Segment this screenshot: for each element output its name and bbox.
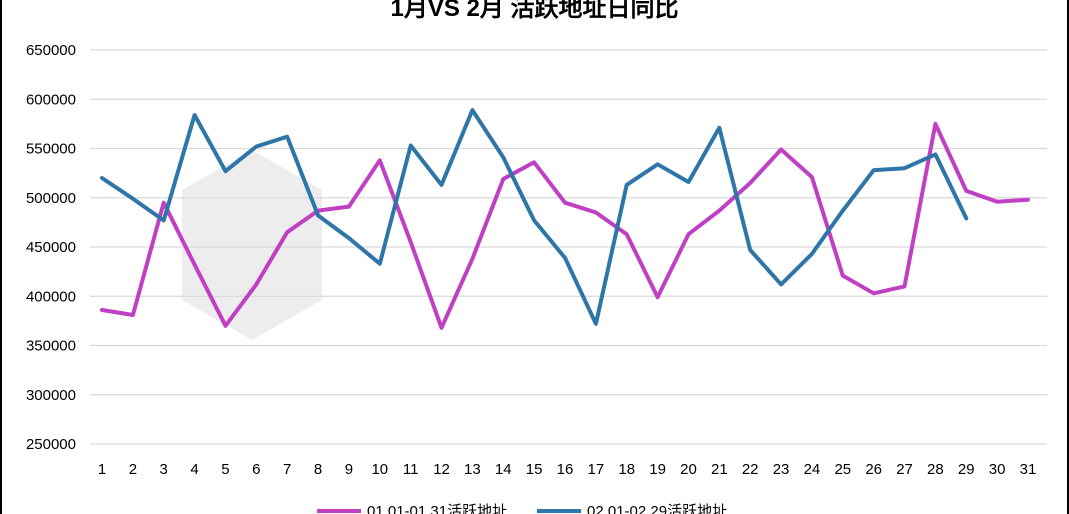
x-tick-label: 12	[433, 461, 450, 478]
x-tick-label: 30	[989, 461, 1006, 478]
legend-label-1: 01.01-01.31活跃地址	[367, 503, 507, 514]
x-tick-label: 17	[588, 461, 605, 478]
x-tick-label: 27	[896, 461, 913, 478]
chart-title: 1月VS 2月 活跃地址日同比	[390, 0, 679, 22]
series-group	[100, 108, 1030, 330]
x-tick-label: 15	[526, 461, 543, 478]
legend-label-2: 02.01-02.29活跃地址	[587, 503, 727, 514]
x-tick-label: 23	[773, 461, 790, 478]
legend: 01.01-01.31活跃地址 02.01-02.29活跃地址	[317, 503, 727, 514]
x-tick-label: 11	[403, 461, 419, 478]
y-tick-label: 350000	[26, 338, 76, 355]
x-tick-label: 10	[371, 461, 388, 478]
x-tick-label: 8	[314, 461, 322, 478]
y-tick-label: 650000	[26, 42, 76, 59]
watermark-logo	[182, 150, 322, 340]
x-tick-label: 14	[495, 461, 512, 478]
y-tick-label: 550000	[26, 141, 76, 158]
x-tick-label: 25	[834, 461, 851, 478]
x-tick-label: 7	[283, 461, 291, 478]
x-tick-label: 29	[958, 461, 975, 478]
y-tick-label: 250000	[26, 436, 76, 453]
x-tick-label: 9	[345, 461, 353, 478]
x-tick-label: 4	[190, 461, 198, 478]
y-tick-label: 400000	[26, 288, 76, 305]
y-tick-label: 300000	[26, 387, 76, 404]
y-tick-label: 500000	[26, 190, 76, 207]
x-tick-label: 28	[927, 461, 944, 478]
x-tick-label: 6	[252, 461, 260, 478]
x-tick-label: 26	[865, 461, 882, 478]
x-tick-label: 1	[98, 461, 106, 478]
x-tick-label: 31	[1020, 461, 1037, 478]
x-tick-label: 20	[680, 461, 697, 478]
x-tick-label: 22	[742, 461, 759, 478]
x-tick-label: 19	[649, 461, 666, 478]
x-axis-ticks: 1 2 3 4 5 6 7 8 9 10 11 12 13 14 15 16 17 18 19 20 21 22 23 24 2…	[98, 461, 1037, 478]
x-tick-label: 2	[129, 461, 137, 478]
grid-lines	[90, 49, 1047, 445]
x-tick-label: 18	[618, 461, 635, 478]
x-tick-label: 5	[221, 461, 229, 478]
x-tick-label: 3	[160, 461, 168, 478]
x-tick-label: 16	[557, 461, 574, 478]
x-tick-label: 13	[464, 461, 481, 478]
y-axis-ticks: 250000 300000 350000 400000 450000 500000 5500…	[26, 42, 76, 453]
x-tick-label: 24	[804, 461, 821, 478]
y-tick-label: 600000	[26, 91, 76, 108]
x-tick-label: 21	[711, 461, 728, 478]
y-tick-label: 450000	[26, 239, 76, 256]
